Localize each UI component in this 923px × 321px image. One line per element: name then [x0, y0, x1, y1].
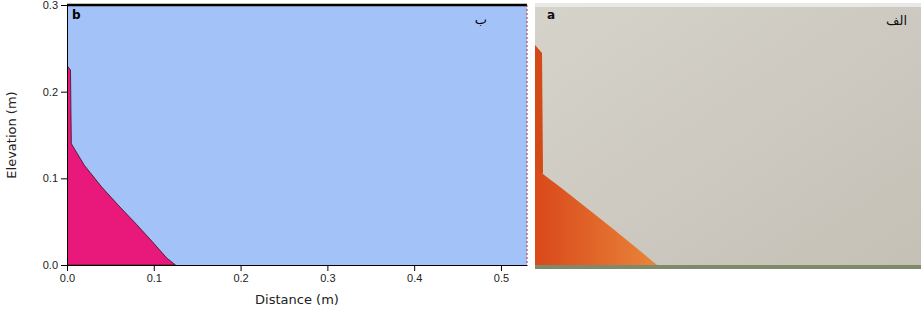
tick-label: 0.2	[233, 272, 248, 284]
tick: 0.2	[43, 86, 67, 98]
x-axis: 0.0 0.1 0.2 0.3 0.4 0.5	[60, 265, 528, 284]
axis-line	[67, 6, 68, 266]
tick-mark	[501, 265, 502, 271]
photo-bottom-edge	[535, 265, 921, 269]
tick: 0.3	[320, 265, 335, 284]
tick: 0.1	[147, 265, 162, 284]
tick: 0.4	[407, 265, 422, 284]
tick-mark	[67, 265, 68, 271]
tick-label: 0.3	[43, 0, 58, 11]
tick: 0.1	[43, 172, 67, 184]
photo-top-edge	[535, 3, 921, 7]
photo-background	[535, 3, 921, 269]
tick-label: 0.1	[43, 172, 58, 184]
photo-dye-plume	[535, 168, 657, 265]
photo-letter: a	[547, 8, 555, 22]
panel-letter-persian: ب	[475, 12, 487, 27]
tick-label: 0.2	[43, 86, 58, 98]
panel-letter: b	[72, 8, 81, 22]
y-axis: 0.0 0.1 0.2 0.3	[43, 0, 68, 271]
tick: 0.3	[43, 0, 67, 11]
tick-mark	[154, 265, 155, 271]
frame-top	[67, 4, 527, 7]
tick-label: 0.3	[320, 272, 335, 284]
photo: a الف	[535, 3, 921, 269]
tick-mark	[61, 265, 67, 266]
photo-letter-persian: الف	[886, 13, 907, 28]
tick-mark	[241, 265, 242, 271]
tick-mark	[61, 178, 67, 179]
axis-line	[68, 265, 528, 266]
tick-label: 0.0	[60, 272, 75, 284]
frame-right	[527, 5, 528, 265]
plot-area	[67, 66, 175, 265]
x-axis-title: Distance (m)	[255, 292, 339, 307]
tick: 0.0	[60, 265, 75, 284]
plume-area	[67, 66, 175, 265]
photo-dye-strip	[535, 45, 543, 178]
y-axis-title: Elevation (m)	[4, 91, 19, 178]
tick: 0.0	[43, 259, 67, 271]
tick: 0.2	[233, 265, 248, 284]
tick-mark	[61, 92, 67, 93]
tick-label: 0.1	[147, 272, 162, 284]
figure: 0.0 0.1 0.2 0.3 0.4 0.5 0.0 0.1 0.2 0.3 Distance (…	[0, 0, 923, 321]
plot-background	[67, 5, 527, 265]
tick-label: 0.0	[43, 259, 58, 271]
tick-mark	[414, 265, 415, 271]
tick-mark	[61, 5, 67, 6]
tick: 0.5	[494, 265, 509, 284]
tick-label: 0.4	[407, 272, 422, 284]
tick-label: 0.5	[494, 272, 509, 284]
tick-mark	[327, 265, 328, 271]
